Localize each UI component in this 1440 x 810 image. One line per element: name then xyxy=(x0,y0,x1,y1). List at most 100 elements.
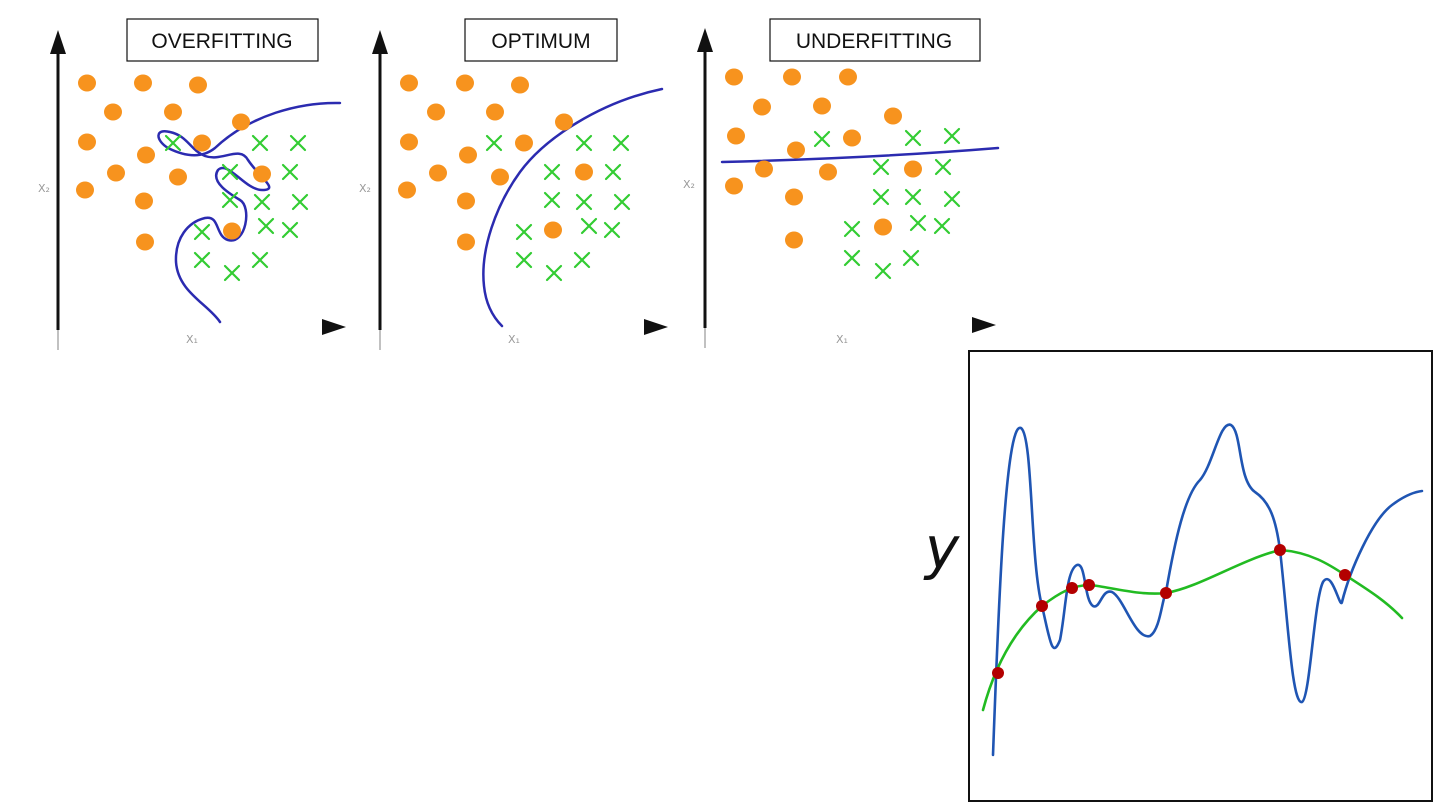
cross-marker xyxy=(612,134,630,152)
panel-underfitting: UNDERFITTING X₁ X₂ xyxy=(683,18,1000,348)
cross-marker xyxy=(872,188,890,206)
panel-optimum-x-label: X₁ xyxy=(508,333,520,346)
panel-overfitting: OVERFITTING X₁ X₂ xyxy=(36,18,346,350)
panel-underfitting-title: UNDERFITTING xyxy=(796,30,952,53)
circle-marker xyxy=(400,133,418,151)
cross-marker xyxy=(257,217,275,235)
circle-marker xyxy=(884,107,902,125)
circle-marker xyxy=(78,133,96,151)
cross-marker xyxy=(872,158,890,176)
cross-marker xyxy=(904,129,922,147)
circle-marker xyxy=(232,113,250,131)
cross-marker xyxy=(253,193,271,211)
circle-marker xyxy=(169,168,187,186)
circle-marker xyxy=(787,141,805,159)
regression-point xyxy=(1066,582,1078,594)
cross-marker xyxy=(281,221,299,239)
cross-marker xyxy=(573,251,591,269)
cross-marker xyxy=(604,163,622,181)
circle-marker xyxy=(427,103,445,121)
circle-marker xyxy=(839,68,857,86)
regression-point xyxy=(1160,587,1172,599)
cross-marker xyxy=(902,249,920,267)
circle-marker xyxy=(137,146,155,164)
panel-optimum-title-box: OPTIMUM xyxy=(464,18,618,62)
regression-point xyxy=(1083,579,1095,591)
cross-marker xyxy=(613,193,631,211)
panel-underfitting-boundary xyxy=(720,146,1000,164)
circle-marker xyxy=(134,74,152,92)
regression-point xyxy=(1339,569,1351,581)
cross-marker xyxy=(603,221,621,239)
panel-underfitting-title-box: UNDERFITTING xyxy=(769,18,981,62)
cross-marker xyxy=(515,223,533,241)
cross-marker xyxy=(251,134,269,152)
cross-marker xyxy=(934,158,952,176)
cross-marker xyxy=(164,134,182,152)
circle-marker xyxy=(725,68,743,86)
cross-marker xyxy=(485,134,503,152)
cross-marker xyxy=(943,190,961,208)
cross-marker xyxy=(543,163,561,181)
panel-overfitting-y-label: X₂ xyxy=(38,182,50,195)
panel-underfitting-x-label: X₁ xyxy=(836,333,848,346)
circle-marker xyxy=(223,222,241,240)
circle-marker xyxy=(164,103,182,121)
circle-marker xyxy=(819,163,837,181)
panel-underfitting-points xyxy=(725,68,961,280)
cross-marker xyxy=(943,127,961,145)
cross-marker xyxy=(874,262,892,280)
circle-marker xyxy=(555,113,573,131)
circle-marker xyxy=(486,103,504,121)
cross-marker xyxy=(575,134,593,152)
circle-marker xyxy=(457,192,475,210)
cross-marker xyxy=(291,193,309,211)
panel-optimum-title: OPTIMUM xyxy=(491,30,590,53)
panel-overfitting-title: OVERFITTING xyxy=(151,30,292,53)
circle-marker xyxy=(904,160,922,178)
panel-optimum-axes xyxy=(360,30,668,350)
circle-marker xyxy=(135,192,153,210)
circle-marker xyxy=(515,134,533,152)
circle-marker xyxy=(755,160,773,178)
panel-optimum: OPTIMUM X₁ X₂ xyxy=(359,18,668,350)
circle-marker xyxy=(727,127,745,145)
circle-marker xyxy=(874,218,892,236)
circle-marker xyxy=(511,76,529,94)
circle-marker xyxy=(783,68,801,86)
cross-marker xyxy=(575,193,593,211)
cross-marker xyxy=(933,217,951,235)
circle-marker xyxy=(785,231,803,249)
panel-overfitting-title-box: OVERFITTING xyxy=(126,18,319,62)
panel-overfitting-boundary xyxy=(157,101,342,324)
regression-data-points xyxy=(992,544,1351,679)
regression-plot: y xyxy=(923,350,1433,802)
circle-marker xyxy=(491,168,509,186)
cross-marker xyxy=(281,163,299,181)
cross-marker xyxy=(251,251,269,269)
circle-marker xyxy=(753,98,771,116)
circle-marker xyxy=(193,134,211,152)
circle-marker xyxy=(456,74,474,92)
cross-marker xyxy=(545,264,563,282)
cross-marker xyxy=(515,251,533,269)
cross-marker xyxy=(221,163,239,181)
circle-marker xyxy=(843,129,861,147)
regression-plot-y-label: y xyxy=(923,514,960,582)
cross-marker xyxy=(221,191,239,209)
panel-optimum-points xyxy=(398,74,631,282)
panel-overfitting-points xyxy=(76,74,309,282)
cross-marker xyxy=(580,217,598,235)
circle-marker xyxy=(400,74,418,92)
panel-optimum-y-label: X₂ xyxy=(359,182,371,195)
regression-point xyxy=(992,667,1004,679)
circle-marker xyxy=(104,103,122,121)
panel-optimum-boundary xyxy=(482,87,664,328)
circle-marker xyxy=(813,97,831,115)
circle-marker xyxy=(136,233,154,251)
cross-marker xyxy=(193,223,211,241)
cross-marker xyxy=(289,134,307,152)
circle-marker xyxy=(107,164,125,182)
cross-marker xyxy=(813,130,831,148)
circle-marker xyxy=(398,181,416,199)
